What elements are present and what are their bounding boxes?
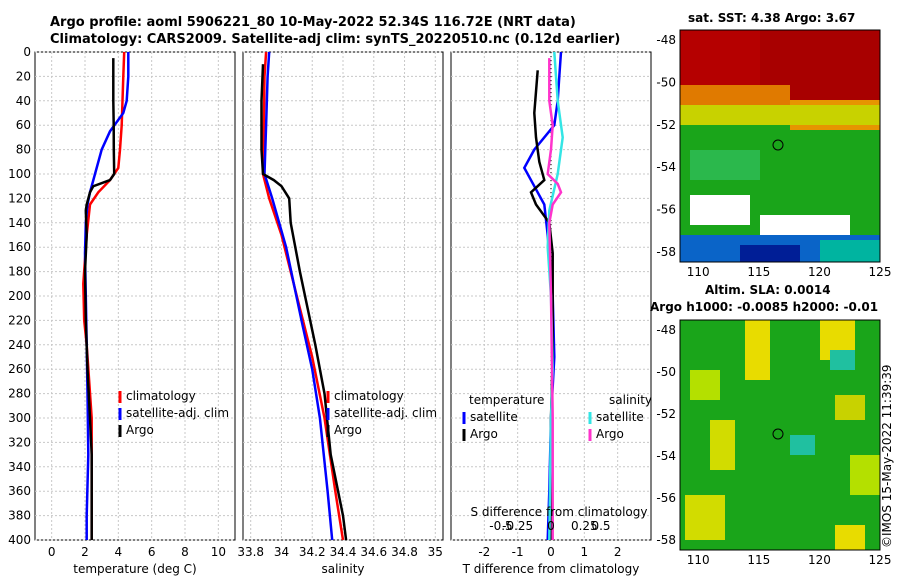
y-tick: 20 <box>16 69 31 83</box>
map-x-tick: 125 <box>869 553 892 567</box>
y-tick: 380 <box>8 509 31 523</box>
legend-label-t: satellite <box>470 410 518 424</box>
x-tick-difference: -2 <box>478 545 490 559</box>
y-tick: 320 <box>8 435 31 449</box>
legend-label-temperature: satellite-adj. clim <box>126 406 229 420</box>
y-tick: 200 <box>8 289 31 303</box>
legend-label-s: Argo <box>596 427 624 441</box>
x-tick-difference: 0 <box>547 545 555 559</box>
x2-tick: -0.25 <box>502 519 533 533</box>
sla-map <box>679 319 881 551</box>
legend-label-salinity: Argo <box>334 423 362 437</box>
y-tick: 120 <box>8 191 31 205</box>
x-axis-label-salinity: salinity <box>321 562 364 576</box>
y-tick: 280 <box>8 387 31 401</box>
map-y-tick: -48 <box>656 33 676 47</box>
plot-salinity <box>243 51 443 541</box>
header-line-2: Climatology: CARS2009. Satellite-adj cli… <box>50 32 621 47</box>
x-tick-temperature: 4 <box>115 545 123 559</box>
x-tick-salinity: 35 <box>428 545 443 559</box>
y-tick: 140 <box>8 216 31 230</box>
plot-temperature <box>35 51 235 541</box>
x2-tick: 0.25 <box>571 519 598 533</box>
x-tick-salinity: 34.2 <box>299 545 326 559</box>
x-tick-temperature: 6 <box>148 545 156 559</box>
y-tick: 360 <box>8 484 31 498</box>
map-y-tick: -52 <box>656 407 676 421</box>
series-line-salinity-1 <box>263 51 334 541</box>
y-tick: 80 <box>16 143 31 157</box>
map-y-tick: -56 <box>656 491 676 505</box>
legend-title-temperature: temperature <box>469 393 544 407</box>
x2-axis-label: S difference from climatology <box>471 505 648 519</box>
series-line-temperature-2 <box>83 58 116 540</box>
legend-label-salinity: climatology <box>334 389 404 403</box>
map-y-tick: -52 <box>656 118 676 132</box>
y-tick: 0 <box>23 45 31 59</box>
y-tick: 340 <box>8 460 31 474</box>
x-tick-salinity: 34.4 <box>330 545 357 559</box>
y-tick: 260 <box>8 362 31 376</box>
x-tick-temperature: 8 <box>181 545 189 559</box>
legend-label-s: satellite <box>596 410 644 424</box>
map-y-tick: -58 <box>656 245 676 259</box>
y-tick: 180 <box>8 265 31 279</box>
sla-map-title-1: Altim. SLA: 0.0014 <box>705 283 831 297</box>
x-tick-salinity: 34 <box>274 545 289 559</box>
sst-map <box>679 29 881 263</box>
plot-difference <box>451 51 651 541</box>
y-tick: 100 <box>8 167 31 181</box>
x-tick-difference: -1 <box>512 545 524 559</box>
x-tick-salinity: 34.6 <box>360 545 387 559</box>
y-tick: 400 <box>8 533 31 547</box>
x2-tick: -0.5 <box>489 519 512 533</box>
y-tick: 40 <box>16 94 31 108</box>
argo-location-marker <box>772 139 784 151</box>
map-x-tick: 110 <box>687 265 710 279</box>
map-y-tick: -56 <box>656 203 676 217</box>
legend-label-temperature: Argo <box>126 423 154 437</box>
header-line-1: Argo profile: aoml 5906221_80 10-May-202… <box>50 15 576 30</box>
map-x-tick: 110 <box>687 553 710 567</box>
x-tick-temperature: 10 <box>211 545 226 559</box>
map-y-tick: -58 <box>656 533 676 547</box>
x2-tick: 0.5 <box>591 519 610 533</box>
x-axis-label-temperature: temperature (deg C) <box>73 562 196 576</box>
credit-stamp: ©IMOS 15-May-2022 11:39:39 <box>880 364 894 548</box>
legend-title-salinity: salinity <box>609 393 652 407</box>
y-tick: 160 <box>8 240 31 254</box>
map-y-tick: -50 <box>656 365 676 379</box>
legend-label-t: Argo <box>470 427 498 441</box>
map-x-tick: 115 <box>747 553 770 567</box>
x2-tick: 0 <box>547 519 555 533</box>
argo-location-marker-sla <box>772 428 784 440</box>
map-y-tick: -48 <box>656 323 676 337</box>
map-x-tick: 120 <box>808 553 831 567</box>
x-tick-difference: 2 <box>614 545 622 559</box>
map-y-tick: -54 <box>656 449 676 463</box>
y-tick: 240 <box>8 338 31 352</box>
y-tick: 220 <box>8 313 31 327</box>
map-y-tick: -54 <box>656 160 676 174</box>
sst-map-title: sat. SST: 4.38 Argo: 3.67 <box>688 11 856 25</box>
map-x-tick: 115 <box>747 265 770 279</box>
x-axis-label-difference: T difference from climatology <box>462 562 640 576</box>
sla-map-title-2: Argo h1000: -0.0085 h2000: -0.01 <box>650 300 879 314</box>
x-tick-difference: 1 <box>581 545 589 559</box>
legend-label-salinity: satellite-adj. clim <box>334 406 437 420</box>
map-x-tick: 120 <box>808 265 831 279</box>
map-y-tick: -50 <box>656 75 676 89</box>
x-tick-temperature: 0 <box>48 545 56 559</box>
x-tick-temperature: 2 <box>81 545 89 559</box>
y-tick: 300 <box>8 411 31 425</box>
map-x-tick: 125 <box>869 265 892 279</box>
series-line-difference-3 <box>546 58 563 540</box>
x-tick-salinity: 34.8 <box>391 545 418 559</box>
x-tick-salinity: 33.8 <box>237 545 264 559</box>
series-line-salinity-2 <box>260 64 348 541</box>
y-tick: 60 <box>16 118 31 132</box>
legend-label-temperature: climatology <box>126 389 196 403</box>
